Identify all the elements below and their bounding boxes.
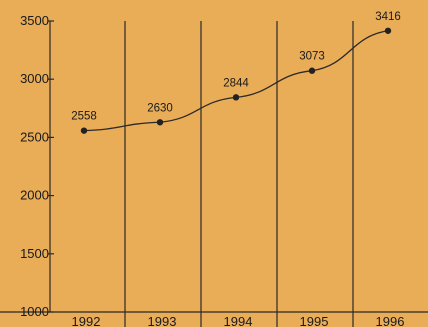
y-tick-label: 2000 <box>20 188 49 203</box>
data-label: 2558 <box>71 111 97 123</box>
data-point <box>308 67 316 74</box>
x-tick-label: 1992 <box>72 314 101 327</box>
y-tick-label: 1000 <box>20 304 49 319</box>
data-labels: 2558 2630 2844 3073 3416 <box>71 11 401 123</box>
x-tick-label: 1993 <box>148 314 177 327</box>
y-tick-label: 3000 <box>20 71 49 86</box>
data-label: 2844 <box>223 77 249 89</box>
x-axis-ticks: 1992 1993 1994 1995 1996 <box>72 314 405 327</box>
x-tick-label: 1994 <box>224 314 253 327</box>
data-label: 2630 <box>147 102 173 114</box>
data-points <box>80 27 392 134</box>
y-tick-label: 2500 <box>20 129 49 144</box>
data-label: 3073 <box>299 51 325 63</box>
chart-grid <box>124 21 354 327</box>
x-tick-label: 1996 <box>376 314 405 327</box>
data-point <box>80 127 88 134</box>
y-tick-label: 1500 <box>20 246 49 261</box>
y-axis-ticks: 1000 1500 2000 2500 3000 3500 <box>20 13 54 319</box>
y-tick-label: 3500 <box>20 13 49 28</box>
x-tick-label: 1995 <box>300 314 329 327</box>
data-point <box>156 119 164 126</box>
data-label: 3416 <box>375 11 401 23</box>
data-point <box>384 27 392 34</box>
data-point <box>232 94 240 101</box>
chart-axes <box>0 21 428 313</box>
